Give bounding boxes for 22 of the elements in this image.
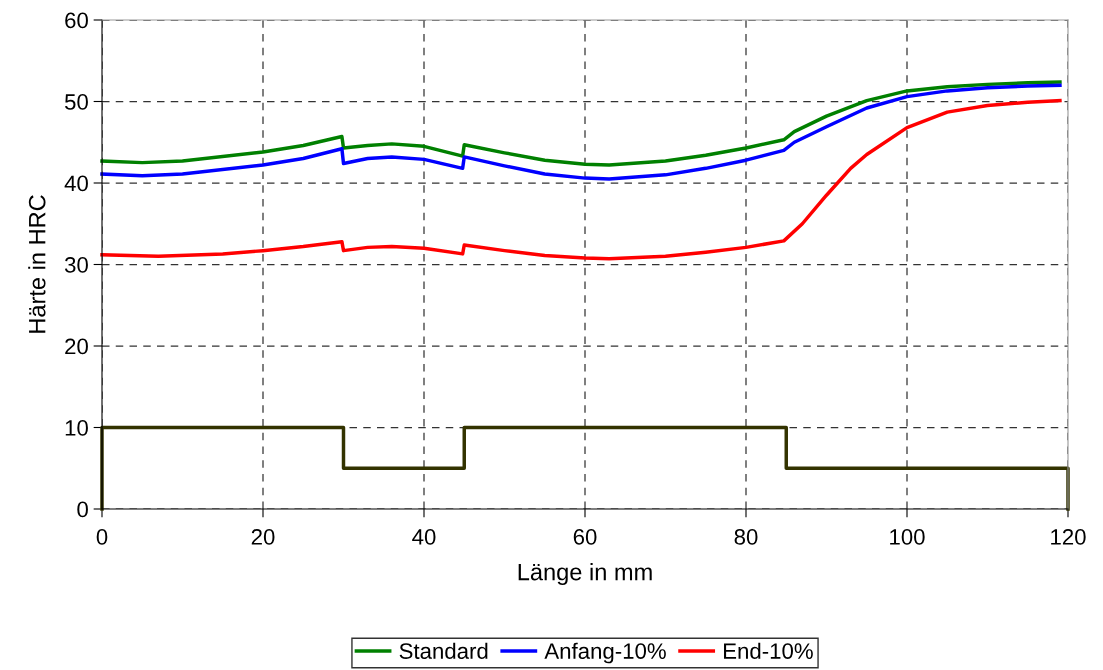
y-tick-label: 50 bbox=[64, 94, 88, 110]
x-tick-label: 60 bbox=[573, 529, 597, 545]
line-series bbox=[100, 83, 1062, 181]
y-tick-label: 0 bbox=[77, 501, 88, 518]
y-tick-label: 40 bbox=[64, 175, 88, 192]
line-series bbox=[100, 80, 1062, 167]
legend-label: Anfang-10% bbox=[544, 642, 666, 664]
y-tick-label: 60 bbox=[65, 12, 88, 29]
y-tick-label: 10 bbox=[65, 420, 88, 436]
x-tick-label: 120 bbox=[1051, 529, 1086, 545]
x-axis-title: Länge in mm bbox=[518, 563, 652, 586]
x-tick-label: 40 bbox=[412, 529, 436, 545]
y-axis-title: Härte in HRC bbox=[28, 195, 46, 333]
x-tick-label: 100 bbox=[890, 529, 925, 545]
y-tick-label: 30 bbox=[64, 257, 88, 273]
legend-label: End-10% bbox=[724, 642, 813, 659]
y-tick-label: 20 bbox=[65, 338, 88, 355]
line-series bbox=[100, 98, 1062, 261]
legend-label: Standard bbox=[399, 642, 488, 659]
x-tick-label: 20 bbox=[251, 529, 275, 545]
x-tick-label: 80 bbox=[734, 529, 758, 545]
x-tick-label: 0 bbox=[96, 529, 108, 545]
